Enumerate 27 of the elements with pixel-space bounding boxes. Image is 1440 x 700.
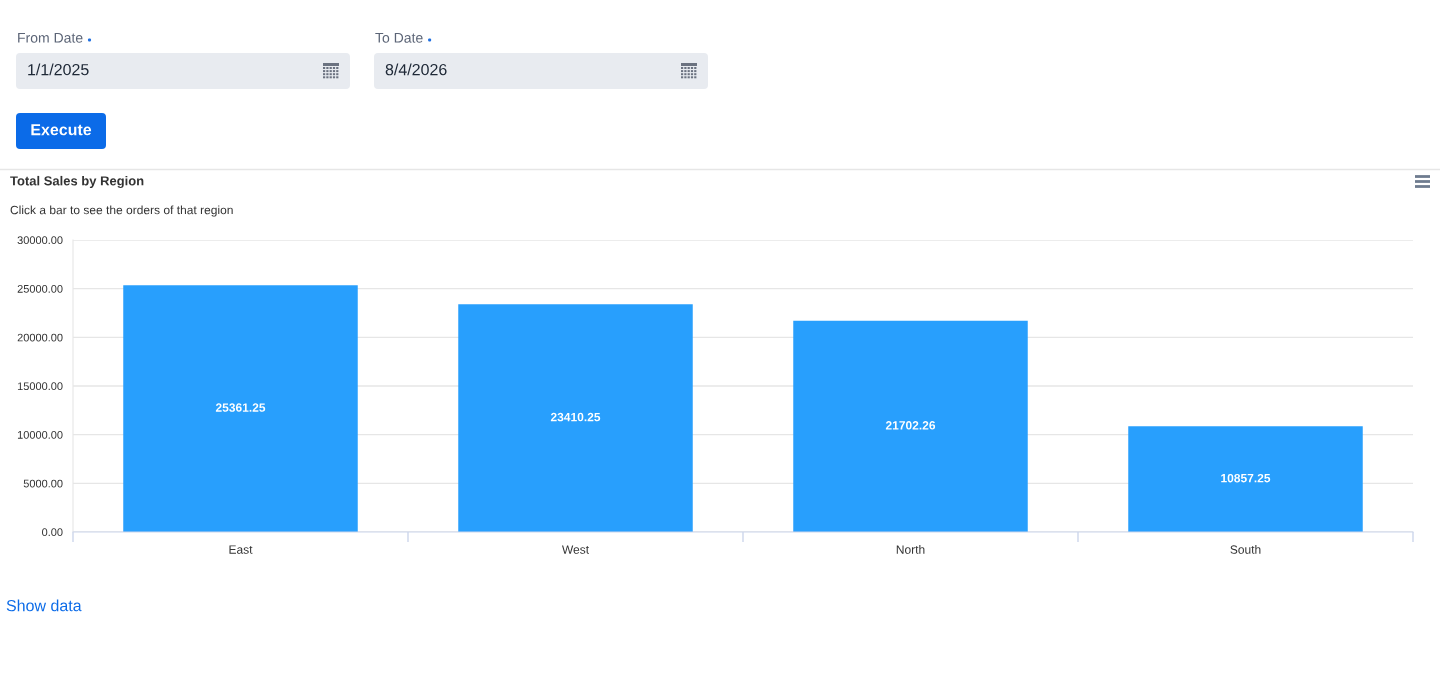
- data-label: 25361.25: [215, 403, 266, 412]
- x-tick-label: North: [896, 545, 925, 554]
- bar: [123, 285, 358, 532]
- text: 1/1/2025: [28, 63, 89, 76]
- text: To Date: [375, 32, 423, 43]
- y-tick-label: 30000.00: [17, 236, 63, 245]
- chart-subtitle: Click a bar to see the orders of that region: [10, 205, 233, 217]
- x-tick-label: East: [229, 545, 253, 554]
- y-tick-label: 10000.00: [17, 430, 63, 439]
- bar: [793, 320, 1028, 532]
- y-tick-label: 25000.00: [17, 284, 63, 293]
- y-tick-label: 20000.00: [17, 333, 63, 342]
- text: 8/4/2026: [385, 63, 447, 76]
- text: From Date: [18, 32, 83, 43]
- x-tick-label: South: [1230, 545, 1261, 554]
- data-label: 10857.25: [1221, 473, 1271, 483]
- data-label: 21702.26: [885, 421, 936, 430]
- chart-title: Total Sales by Region: [10, 175, 144, 189]
- x-tick-label: West: [561, 545, 589, 554]
- bar: [458, 304, 693, 532]
- bar: [1128, 426, 1363, 532]
- data-label: 23410.25: [550, 412, 601, 422]
- y-tick-label: 5000.00: [23, 479, 63, 488]
- y-tick-label: 0.00: [42, 528, 63, 537]
- y-tick-label: 15000.00: [17, 382, 63, 391]
- text: Execute: [31, 124, 92, 136]
- text: Show data: [6, 599, 82, 612]
